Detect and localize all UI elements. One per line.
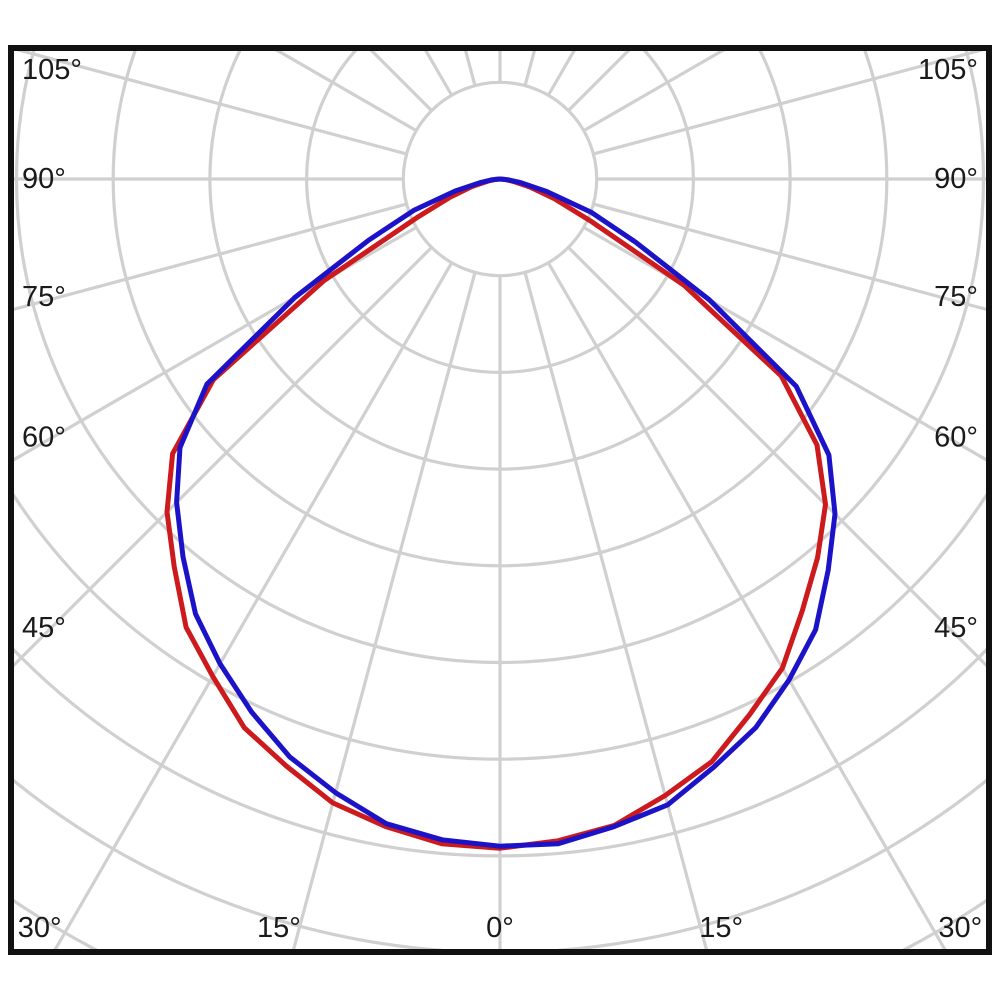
grid-spoke [16,51,408,156]
angle-label-bottom-0: 0° [486,912,514,944]
grid-spoke [582,225,986,462]
angle-label-bottom-30: 30° [938,912,982,944]
grid-spoke [523,271,708,949]
grid-spoke [14,202,408,311]
angle-label-left-105: 105° [22,54,82,86]
angle-label-left-90: 90° [22,163,66,195]
angle-label-right-75: 75° [934,281,978,313]
blue-curve [174,176,838,849]
chart-frame [8,45,992,955]
angle-label-bottom-15: 15° [699,912,743,944]
angle-label-right-45: 45° [934,612,978,644]
grid-spoke [53,261,454,949]
angle-label-right-90: 90° [934,163,978,195]
grid-spoke [14,246,433,668]
grid-spoke [546,261,947,949]
grid-spoke [523,51,536,87]
red-curve [164,176,828,851]
grid-spoke [592,202,986,311]
grid-spoke [567,246,986,668]
angle-label-left-75: 75° [22,281,66,313]
grid-spoke [592,51,984,156]
angle-label-left-45: 45° [22,612,66,644]
angle-label-bottom-30: 30° [18,912,62,944]
angle-label-bottom-15: 15° [257,912,301,944]
grid-spoke [292,271,477,949]
angle-label-right-105: 105° [918,54,978,86]
grid-spoke [464,51,477,87]
angle-label-right-60: 60° [934,421,978,453]
angle-label-left-60: 60° [22,421,66,453]
grid-spoke [14,225,418,462]
